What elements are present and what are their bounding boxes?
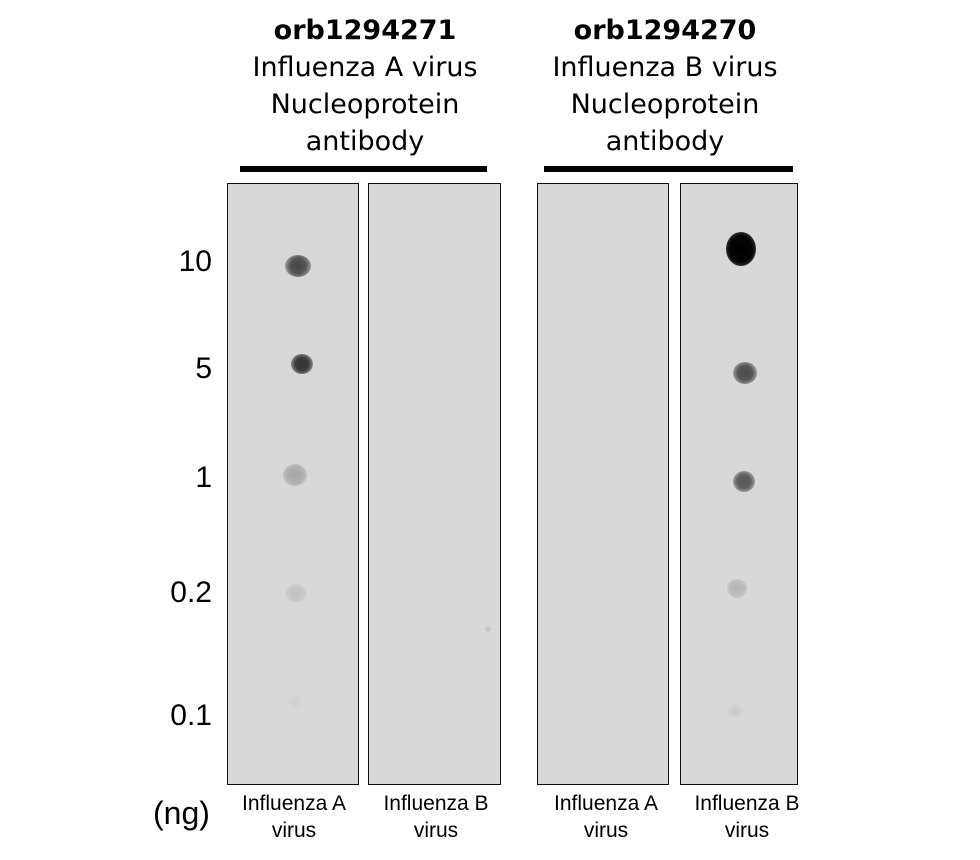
antibody-title-line: antibody	[305, 126, 425, 157]
antibody-title-line: Influenza A virus	[252, 52, 478, 83]
dot-spot	[285, 255, 311, 277]
concentration-label: 0.1	[170, 699, 212, 732]
antibody-code: orb1294270	[573, 15, 757, 46]
lane-label-line: virus	[583, 819, 629, 842]
lane-label-line: Influenza B	[694, 792, 800, 815]
lane-label: Influenza A virus	[536, 790, 676, 844]
membrane-strip-4	[680, 183, 798, 785]
group-header-b: orb1294270 Influenza B virus Nucleoprote…	[525, 12, 805, 160]
antibody-title-line: Nucleoprotein	[570, 89, 760, 120]
antibody-title-line: Nucleoprotein	[270, 89, 460, 120]
dot-spot	[727, 704, 743, 718]
antibody-title-line: Influenza B virus	[552, 52, 778, 83]
lane-label-line: virus	[413, 819, 459, 842]
antibody-title-line: antibody	[605, 126, 725, 157]
dot-spot	[291, 354, 313, 374]
lane-label: Influenza A virus	[224, 790, 364, 844]
dot-spot	[485, 626, 491, 632]
dot-spot	[733, 471, 755, 492]
concentration-label: 0.2	[170, 576, 212, 609]
lane-label-line: Influenza A	[554, 792, 658, 815]
group-bracket-a	[240, 166, 487, 172]
dot-spot	[283, 464, 307, 486]
dot-spot	[288, 696, 302, 708]
antibody-code: orb1294271	[273, 15, 457, 46]
unit-label: (ng)	[153, 795, 210, 831]
dot-spot	[727, 579, 747, 598]
dot-spot	[286, 584, 306, 603]
group-bracket-b	[544, 166, 793, 172]
dot-spot	[726, 232, 756, 266]
membrane-strip-2	[368, 183, 501, 785]
membrane-strip-3	[537, 183, 669, 785]
lane-label: Influenza B virus	[677, 790, 817, 844]
concentration-label: 5	[195, 352, 212, 385]
dot-spot	[733, 362, 757, 384]
lane-label-line: Influenza B	[383, 792, 489, 815]
lane-label-line: Influenza A	[242, 792, 346, 815]
concentration-label: 1	[195, 461, 212, 494]
lane-label: Influenza B virus	[366, 790, 506, 844]
concentration-label: 10	[178, 245, 212, 278]
membrane-strip-1	[227, 183, 359, 785]
lane-label-line: virus	[271, 819, 317, 842]
lane-label-line: virus	[724, 819, 770, 842]
group-header-a: orb1294271 Influenza A virus Nucleoprote…	[225, 12, 505, 160]
